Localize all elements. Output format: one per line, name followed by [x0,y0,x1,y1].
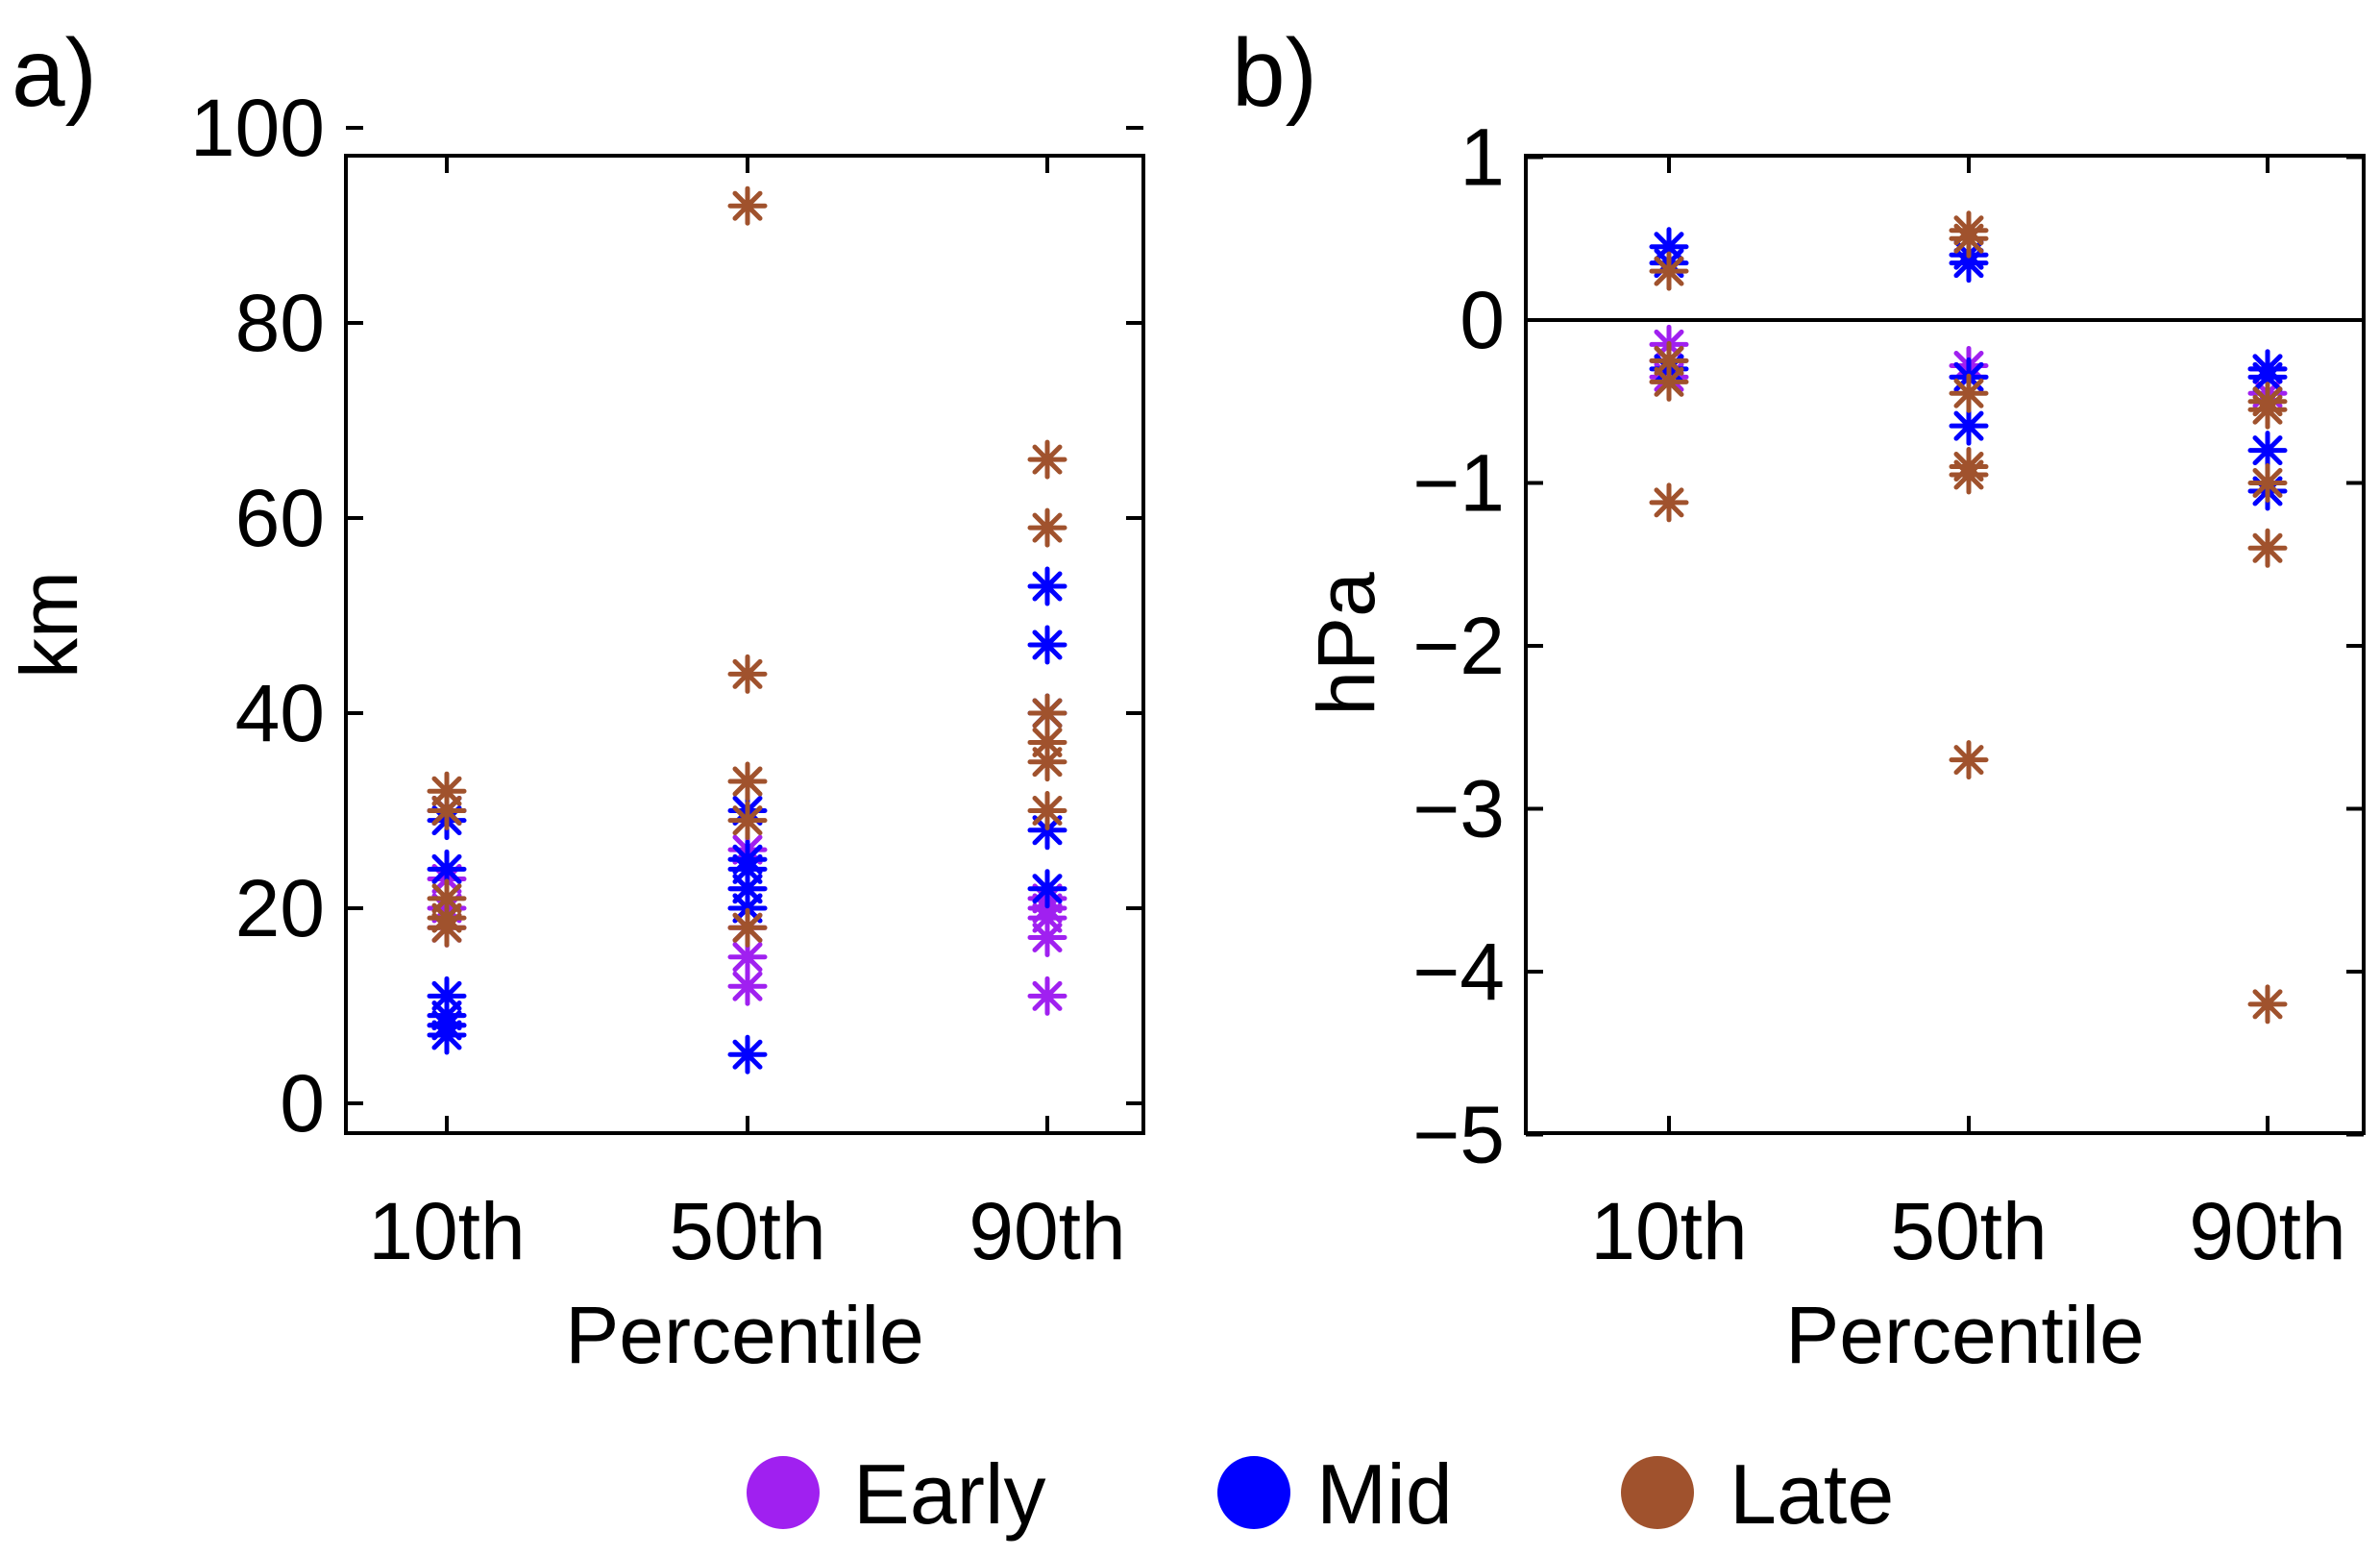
x-tick-label: 90th [2189,1186,2346,1276]
data-point-mid-90th [2247,431,2288,471]
panel-a-plot-frame [344,154,1145,1135]
data-point-late-90th [1027,507,1067,548]
legend-swatch-late [1621,1456,1694,1529]
y-tick-label: 20 [235,863,325,953]
y-tick-label: −4 [1412,926,1505,1017]
y-tick-label: −3 [1412,764,1505,854]
data-point-late-10th [1649,251,1689,291]
x-tick-label: 10th [368,1186,526,1276]
y-tick-label: 40 [235,668,325,758]
legend: Early Mid Late [747,1446,1894,1542]
data-point-late-10th [427,878,467,919]
data-point-late-90th [2247,463,2288,503]
data-point-late-50th [727,185,768,226]
data-point-late-90th [1027,693,1067,733]
data-point-late-50th [727,654,768,694]
data-point-mid-10th [427,976,467,1016]
data-point-mid-90th [1027,625,1067,665]
data-point-late-10th [1649,482,1689,523]
data-point-late-10th [1649,361,1689,402]
y-tick-label: −5 [1412,1090,1505,1180]
data-point-late-50th [1949,373,1989,413]
legend-label-late: Late [1730,1446,1894,1542]
data-point-mid-90th [2247,357,2288,397]
panel-b-plot-frame [1524,154,2366,1135]
panel-b-label: b) [1232,19,1317,127]
legend-item-early: Early [747,1446,1046,1542]
x-tick-label: 10th [1590,1186,1748,1276]
y-tick-label: 80 [235,278,325,368]
panel-a-data-marks [427,185,1067,1074]
data-point-late-50th [727,801,768,841]
data-point-mid-50th [1949,243,1989,284]
legend-item-late: Late [1621,1446,1894,1542]
y-tick-label: −2 [1412,601,1505,691]
panel-a-x-axis-title: Percentile [565,1290,924,1380]
data-point-late-50th [1949,740,1989,780]
data-point-late-90th [2247,984,2288,1025]
data-point-early-50th [727,937,768,977]
panel-b-chart: b) 10−1−2−3−4−5 10th 50th 90th Percentile … [1232,19,2366,1380]
legend-label-mid: Mid [1316,1446,1453,1542]
data-point-late-50th [727,761,768,802]
legend-item-mid: Mid [1217,1446,1453,1542]
legend-swatch-early [747,1456,820,1529]
data-point-mid-50th [1949,406,1989,446]
data-point-mid-50th [727,839,768,879]
y-tick-label: 1 [1460,112,1505,203]
data-point-mid-10th [427,849,467,889]
panel-b-x-tick-labels: 10th 50th 90th [1590,1186,2346,1276]
panel-b-y-tick-labels: 1 0 −1 −2 −3 −4 −5 [1412,112,1505,1180]
data-point-mid-50th [727,1034,768,1074]
data-point-mid-90th [1027,566,1067,606]
panel-a-label: a) [12,19,97,127]
y-tick-label: 60 [235,473,325,563]
panel-b-data-marks [1649,210,2288,1025]
x-tick-label: 50th [669,1186,826,1276]
x-tick-label: 90th [969,1186,1126,1276]
data-point-late-50th [1949,218,1989,259]
data-point-late-10th [427,771,467,811]
legend-swatch-mid [1217,1456,1290,1529]
panel-a-x-tick-labels: 10th 50th 90th [368,1186,1126,1276]
panel-b-y-axis-title: hPa [1301,572,1391,716]
data-point-mid-90th [1027,869,1067,909]
data-point-late-90th [2247,389,2288,430]
panel-b-ticks [1526,155,2364,1137]
data-point-late-50th [727,907,768,948]
data-point-early-90th [1027,976,1067,1016]
y-tick-label: 100 [190,83,325,173]
panel-a-y-axis-title: km [4,571,94,679]
data-point-late-90th [1027,791,1067,830]
data-point-late-50th [1949,455,1989,495]
legend-label-early: Early [853,1446,1046,1542]
panel-a-ticks [346,126,1143,1133]
y-tick-label: −1 [1412,438,1505,529]
panel-b-x-axis-title: Percentile [1785,1290,2145,1380]
panel-a-y-tick-labels: 0 20 40 60 80 100 [190,83,325,1148]
x-tick-label: 50th [1890,1186,2048,1276]
data-point-late-90th [2247,528,2288,568]
y-tick-label: 0 [1460,275,1505,365]
y-tick-label: 0 [280,1058,325,1148]
data-point-late-90th [1027,439,1067,480]
